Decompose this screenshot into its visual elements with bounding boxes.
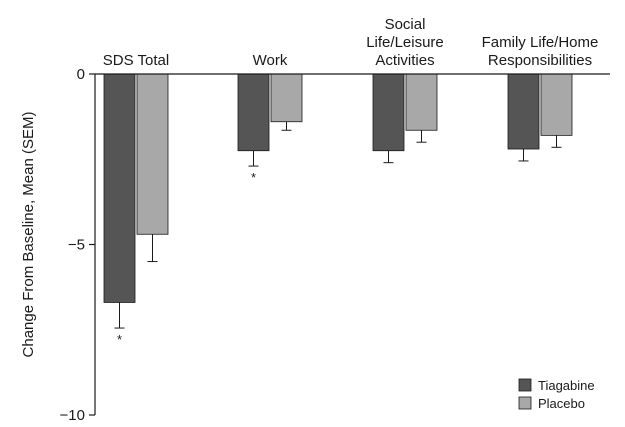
bar-tiagabine-0	[103, 73, 136, 303]
category-label: Social	[385, 16, 426, 33]
category-label: Responsibilities	[488, 52, 592, 69]
legend-swatch-placebo	[518, 396, 532, 410]
category-labels: SDS Total Work SocialLife/LeisureActivitie…	[103, 16, 599, 69]
bar-tiagabine-1	[237, 73, 270, 152]
category-label: Activities	[375, 52, 434, 69]
category-label: Family Life/Home	[482, 34, 599, 51]
y-axis: 0 −5 −10	[60, 66, 96, 424]
bar-placebo-0	[136, 73, 169, 235]
bar-placebo-2	[405, 73, 438, 131]
bar-series	[103, 73, 573, 303]
category-label: Life/Leisure	[366, 34, 444, 51]
y-tick-label: 0	[77, 66, 85, 83]
legend-label-placebo: Placebo	[538, 396, 585, 411]
bar-placebo-3	[540, 73, 573, 136]
category-label: SDS Total	[103, 52, 169, 69]
y-tick-label: −10	[60, 407, 85, 424]
legend-label-tiagabine: Tiagabine	[538, 378, 595, 393]
significance-marker: *	[251, 170, 256, 185]
y-axis-title: Change From Baseline, Mean (SEM)	[20, 112, 37, 358]
legend: Tiagabine Placebo	[518, 378, 595, 411]
bar-placebo-1	[270, 73, 303, 123]
legend-swatch-tiagabine	[518, 378, 532, 392]
significance-markers: **	[117, 170, 256, 347]
category-label: Work	[253, 52, 288, 69]
bar-tiagabine-3	[507, 73, 540, 150]
bar-tiagabine-2	[372, 73, 405, 152]
y-tick-label: −5	[68, 237, 85, 254]
significance-marker: *	[117, 332, 122, 347]
error-bars	[114, 121, 562, 329]
